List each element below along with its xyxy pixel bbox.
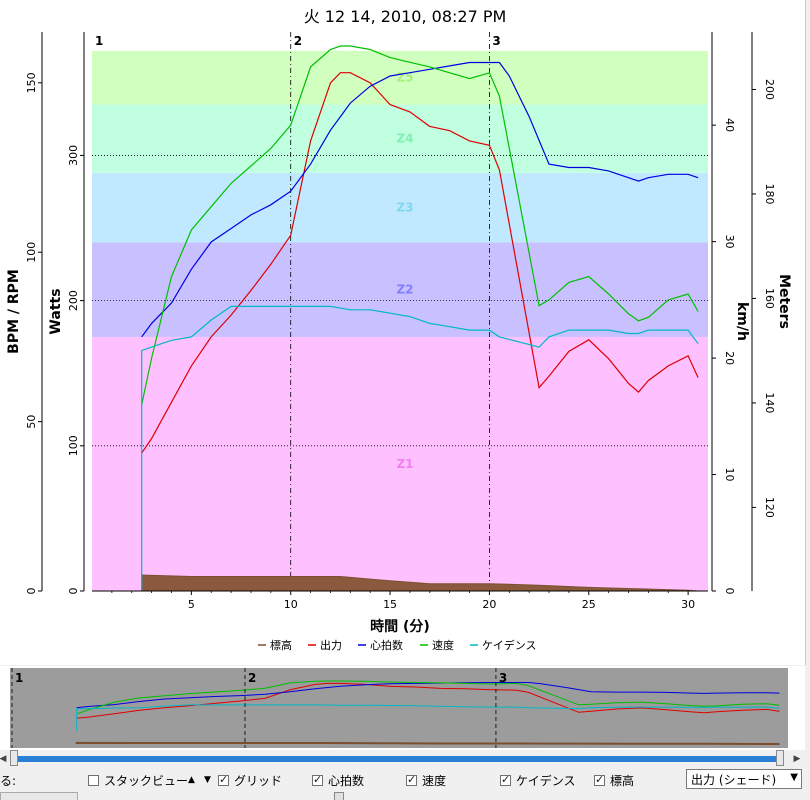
overview-panel[interactable]: 1 2 3: [0, 666, 805, 750]
spin-down-icon[interactable]: ▼: [204, 775, 211, 785]
x-tick-label-30: 30: [681, 598, 695, 611]
range-end-handle[interactable]: [776, 750, 784, 766]
zone-band-z3: [92, 172, 708, 243]
bottom-cutoff-row: [0, 792, 810, 800]
watts-tick-label-300: 300: [67, 145, 80, 166]
range-scrollbar[interactable]: ◀ ▶: [0, 750, 805, 768]
speed-toggle[interactable]: 速度: [406, 771, 446, 789]
zone-label-z3: Z3: [396, 201, 413, 215]
grid-label: グリッド: [234, 773, 283, 788]
series-line-4: [141, 305, 699, 591]
speed-checkbox[interactable]: [406, 773, 417, 786]
x-tick-label-10: 10: [284, 598, 298, 611]
legend-label-3: 速度: [432, 638, 454, 652]
stack-view-checkbox[interactable]: [88, 774, 99, 786]
cadence-toggle[interactable]: ケイデンス: [500, 771, 576, 789]
meters-tick-label-160: 160: [763, 288, 776, 309]
scroll-left-arrow-icon[interactable]: ◀: [0, 754, 7, 764]
meters-tick-label-200: 200: [763, 79, 776, 100]
zone-band-z1: [92, 336, 708, 591]
overview-lap-label-2: 2: [248, 671, 256, 685]
altitude-checkbox[interactable]: [594, 773, 605, 786]
altitude-toggle[interactable]: 標高: [594, 771, 634, 789]
spin-up-icon[interactable]: ▲: [188, 775, 195, 785]
legend-label-1: 出力: [320, 638, 342, 652]
kmh-axis-label: km/h: [734, 302, 750, 341]
zone-band-z4: [92, 104, 708, 173]
overview-lap-label-1: 1: [15, 671, 23, 685]
chart-panel: 火 12 14, 2010, 08:27 PM Z1 Z2 Z3 Z4 Z5 1 2 3 5 10 1…: [0, 0, 806, 665]
cut-label: る:: [0, 773, 17, 788]
series-line-1: [141, 72, 699, 454]
stack-view-toggle[interactable]: スタックビュー: [88, 771, 188, 789]
kmh-tick-label-0: 0: [723, 588, 736, 595]
legend-label-4: ケイデンス: [482, 638, 537, 652]
legend-label-0: 標高: [270, 638, 292, 652]
overview-chart[interactable]: 1 2 3: [0, 666, 805, 750]
kmh-tick-label-30: 30: [723, 235, 736, 249]
watts-tick-label-100: 100: [67, 435, 80, 456]
kmh-tick-label-20: 20: [723, 351, 736, 365]
zone-label-z4: Z4: [396, 132, 413, 146]
legend-label-2: 心拍数: [370, 638, 403, 652]
cadence-label: ケイデンス: [516, 773, 576, 788]
bpm-tick-label-50: 50: [25, 415, 38, 429]
x-tick-label-25: 25: [582, 598, 596, 611]
overview-series-4: [76, 704, 780, 731]
bpm-tick-label-150: 150: [25, 72, 38, 93]
overview-series-3: [76, 680, 780, 715]
chart-controls: る: スタックビュー ▲ ▼ グリッド 心拍数 速度 ケイデンス 標高 出力 (…: [0, 768, 810, 792]
meters-tick-label-120: 120: [763, 497, 776, 518]
altitude-label: 標高: [610, 773, 635, 788]
lap-label-1: 1: [95, 34, 103, 48]
x-tick-label-20: 20: [482, 598, 496, 611]
zone-band-z2: [92, 242, 708, 337]
chevron-down-icon: ▼: [790, 772, 798, 783]
x-axis-label: 時間 (分): [370, 618, 430, 635]
zone-label-z1: Z1: [396, 457, 413, 471]
bottom-slider-thumb[interactable]: [334, 792, 344, 800]
bpm-axis-label: BPM / RPM: [6, 269, 22, 354]
heart-rate-checkbox[interactable]: [312, 773, 323, 786]
scroll-right-arrow-icon[interactable]: ▶: [793, 754, 801, 764]
chart-title: 火 12 14, 2010, 08:27 PM: [304, 7, 507, 26]
heart-rate-toggle[interactable]: 心拍数: [312, 771, 364, 789]
series-area-altitude: [141, 574, 699, 592]
series-line-2: [141, 61, 699, 338]
zone-label-z2: Z2: [396, 283, 413, 297]
range-start-handle[interactable]: [10, 750, 18, 766]
overview-lap-label-3: 3: [499, 671, 507, 685]
grid-toggle[interactable]: グリッド: [218, 771, 282, 789]
heart-rate-label: 心拍数: [328, 773, 365, 788]
kmh-tick-label-10: 10: [723, 468, 736, 482]
x-tick-label-5: 5: [188, 598, 195, 611]
bpm-tick-label-100: 100: [25, 242, 38, 263]
watts-tick-label-200: 200: [67, 290, 80, 311]
speed-label: 速度: [422, 773, 447, 788]
series-select-value: 出力 (シェード): [691, 772, 777, 787]
scroll-range-track[interactable]: [10, 756, 782, 762]
series-line-3: [141, 45, 699, 405]
overview-series-0: [75, 741, 780, 745]
series-select[interactable]: 出力 (シェード) ▼: [686, 769, 802, 789]
cadence-checkbox[interactable]: [500, 773, 511, 786]
watts-tick-label-0: 0: [67, 588, 80, 595]
grid-checkbox[interactable]: [218, 773, 229, 786]
bottom-cut-button[interactable]: [0, 792, 78, 800]
meters-tick-label-180: 180: [763, 183, 776, 204]
watts-axis-label: Watts: [48, 288, 64, 334]
meters-tick-label-140: 140: [763, 392, 776, 413]
x-tick-label-15: 15: [383, 598, 397, 611]
bpm-tick-label-0: 0: [25, 588, 38, 595]
lap-label-3: 3: [492, 34, 500, 48]
stack-view-label: スタックビュー: [104, 773, 189, 788]
kmh-tick-label-40: 40: [723, 118, 736, 132]
meters-axis-label: Meters: [776, 274, 792, 329]
lap-label-2: 2: [294, 34, 302, 48]
